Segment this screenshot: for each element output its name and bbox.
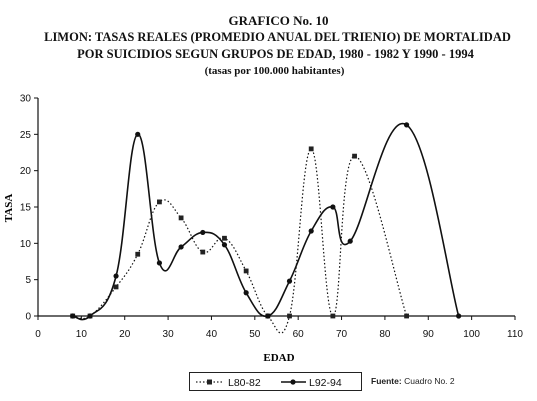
chart-titles: GRAFICO No. 10 LIMON: TASAS REALES (PROM…	[0, 12, 537, 79]
y-tick-label: 20	[20, 166, 32, 177]
x-tick-label: 20	[119, 329, 131, 340]
data-point-l92-94	[243, 290, 249, 296]
x-tick-label: 100	[463, 329, 480, 340]
x-tick-label: 70	[336, 329, 348, 340]
y-tick-label: 0	[25, 312, 31, 323]
chart-legend: L80-82 L92-94	[189, 372, 362, 391]
chart-subtitle-line1: LIMON: TASAS REALES (PROMEDIO ANUAL DEL …	[44, 30, 511, 44]
data-point-l92-94	[330, 204, 336, 210]
data-point-l92-94	[286, 278, 293, 284]
chart-subtitle-line2: POR SUICIDIOS SEGUN GRUPOS DE EDAD, 1980…	[77, 47, 474, 61]
x-tick-label: 90	[423, 329, 435, 340]
x-tick-label: 110	[507, 329, 523, 340]
data-point-l92-94	[135, 131, 141, 137]
source-text: Cuadro No. 2	[404, 376, 455, 386]
data-point-l92-94	[87, 313, 93, 319]
data-point-l80-82	[243, 268, 249, 274]
legend-marker-l80-82	[207, 379, 212, 385]
y-tick-label: 30	[20, 94, 32, 105]
data-point-l80-82	[157, 199, 162, 205]
data-point-l80-82	[330, 313, 336, 319]
x-tick-label: 60	[293, 329, 305, 340]
data-point-l80-82	[200, 249, 206, 255]
data-point-l92-94	[456, 313, 462, 319]
x-tick-label: 30	[163, 329, 175, 340]
data-point-l92-94	[200, 229, 206, 236]
source-label: Fuente:	[371, 376, 402, 386]
data-point-l92-94	[265, 313, 271, 319]
data-point-l92-94	[70, 313, 76, 319]
data-point-l80-82	[404, 313, 409, 319]
data-point-l92-94	[347, 238, 353, 244]
chart-axes: 0 5 10 15 20 25 30 0 10 20 30 40 50 60 70 80 90 100 110	[20, 94, 524, 341]
data-point-l80-82	[178, 215, 184, 221]
data-point-l80-82	[287, 313, 292, 319]
data-point-l92-94	[113, 273, 119, 279]
y-tick-label: 15	[20, 203, 32, 214]
x-tick-label: 0	[35, 329, 41, 340]
data-point-l80-82	[113, 284, 119, 290]
x-tick-label: 80	[379, 329, 391, 340]
data-point-l80-82	[135, 251, 141, 257]
y-tick-label: 5	[25, 275, 31, 286]
y-tick-label: 10	[20, 239, 32, 250]
y-tick-label: 25	[20, 130, 32, 141]
x-tick-label: 50	[249, 329, 261, 340]
legend-entry-l92-94: L92-94	[281, 377, 342, 389]
legend-label-l92-94: L92-94	[309, 377, 342, 389]
series-l80-82	[70, 146, 409, 334]
y-axis-label: TASA	[3, 194, 15, 223]
chart-title: GRAFICO No. 10	[228, 13, 329, 28]
series-l92-94	[70, 122, 462, 321]
data-point-l80-82	[222, 235, 227, 241]
chart-subtitle-line3: (tasas por 100.000 habitantes)	[204, 65, 345, 77]
x-tick-label: 40	[206, 329, 218, 340]
source-note: Fuente: Cuadro No. 2	[371, 376, 455, 386]
legend-label-l80-82: L80-82	[228, 377, 261, 389]
data-point-l80-82	[308, 146, 314, 152]
data-point-l92-94	[156, 260, 163, 266]
data-point-l92-94	[221, 242, 228, 248]
data-point-l92-94	[178, 244, 184, 250]
chart-series	[70, 122, 462, 334]
legend-svg: L80-82 L92-94	[196, 377, 342, 389]
legend-marker-l92-94	[290, 379, 296, 385]
series-line-l80-82	[72, 148, 408, 334]
x-axis-label: EDAD	[263, 352, 294, 364]
series-line-l92-94	[72, 122, 460, 321]
data-point-l92-94	[308, 228, 314, 234]
data-point-l92-94	[403, 122, 410, 128]
x-tick-label: 10	[76, 329, 88, 340]
legend-entry-l80-82: L80-82	[196, 377, 261, 389]
data-point-l80-82	[352, 153, 357, 159]
